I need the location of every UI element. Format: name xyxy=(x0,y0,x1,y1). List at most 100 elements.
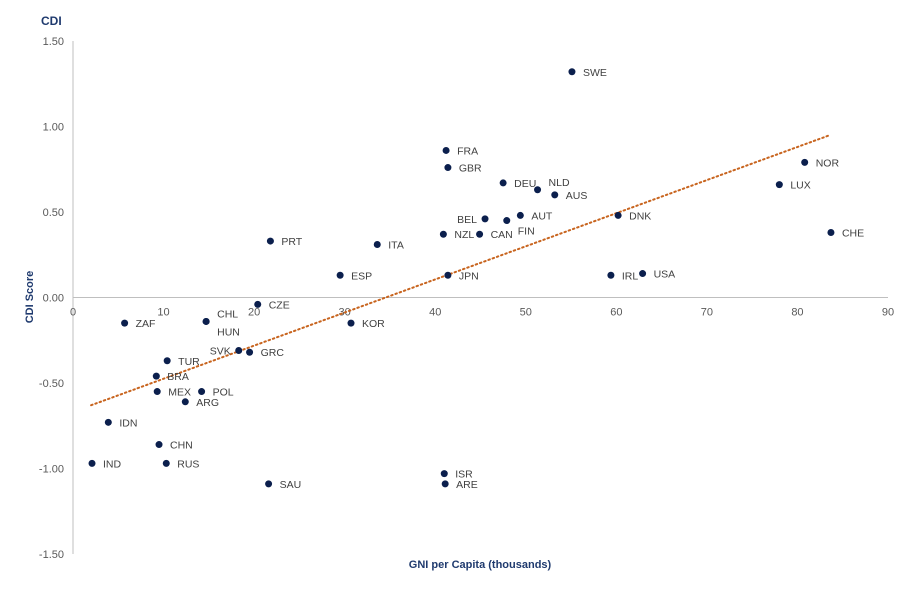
point-label: POL xyxy=(213,387,234,399)
data-point-cze: CZE xyxy=(254,299,290,311)
point-marker xyxy=(444,271,452,279)
point-marker xyxy=(121,319,129,327)
point-label: CZE xyxy=(269,299,290,311)
y-tick-label: 0.00 xyxy=(43,293,64,305)
y-tick-label: 1.50 xyxy=(43,36,64,48)
point-label: SWE xyxy=(583,67,607,79)
point-marker xyxy=(639,270,647,278)
y-tick-label: 1.00 xyxy=(43,122,64,134)
point-marker xyxy=(347,319,355,327)
point-marker xyxy=(181,398,189,406)
point-label: GBR xyxy=(459,163,482,175)
point-marker xyxy=(442,146,450,154)
x-tick-label: 50 xyxy=(520,307,532,319)
point-label: CHN xyxy=(170,440,193,452)
data-point-bra: BRA xyxy=(152,371,189,383)
point-label: NLD xyxy=(549,177,570,189)
point-marker xyxy=(439,230,447,238)
point-label: HUN xyxy=(217,326,240,338)
point-marker xyxy=(336,271,344,279)
point-label: AUT xyxy=(531,210,553,222)
data-point-usa: USA xyxy=(639,269,675,281)
point-marker xyxy=(163,357,171,365)
data-point-bel: BEL xyxy=(457,214,489,226)
data-point-ita: ITA xyxy=(373,239,404,251)
point-marker xyxy=(152,372,160,380)
point-label: TUR xyxy=(178,356,200,368)
point-marker xyxy=(202,317,210,325)
point-marker xyxy=(503,217,511,225)
point-marker xyxy=(440,470,448,478)
data-point-ind: IND xyxy=(88,458,122,470)
x-axis-label: GNI per Capita (thousands) xyxy=(409,559,552,571)
data-point-jpn: JPN xyxy=(444,270,479,282)
point-label: LUX xyxy=(790,180,810,192)
point-label: RUS xyxy=(177,458,199,470)
data-point-hun: HUN xyxy=(202,317,240,338)
data-point-chn: CHN xyxy=(155,440,193,452)
point-label: DEU xyxy=(514,178,536,190)
point-label: NOR xyxy=(816,157,840,169)
data-point-gbr: GBR xyxy=(444,163,482,175)
data-point-che: CHE xyxy=(827,228,864,240)
chart-title: CDI xyxy=(41,14,62,28)
point-label: DNK xyxy=(629,210,651,222)
point-marker xyxy=(516,211,524,219)
point-label: ITA xyxy=(388,239,404,251)
y-tick-label: -0.50 xyxy=(39,378,64,390)
point-label: ARE xyxy=(456,479,478,491)
data-point-tur: TUR xyxy=(163,356,200,368)
point-marker xyxy=(568,68,576,76)
point-label: FIN xyxy=(518,226,535,238)
point-label: IND xyxy=(103,458,122,470)
point-marker xyxy=(775,181,783,189)
point-marker xyxy=(88,459,96,467)
point-marker xyxy=(155,441,163,449)
point-marker xyxy=(254,300,262,308)
data-point-arg: ARG xyxy=(181,397,219,409)
y-tick-label: 0.50 xyxy=(43,207,64,219)
data-point-rus: RUS xyxy=(162,458,199,470)
point-marker xyxy=(476,230,484,238)
data-point-grc: GRC xyxy=(246,347,284,359)
data-point-fra: FRA xyxy=(442,145,478,157)
point-marker xyxy=(162,459,170,467)
point-marker xyxy=(198,388,206,396)
point-marker xyxy=(481,215,489,223)
point-marker xyxy=(246,348,254,356)
trendline xyxy=(90,134,832,407)
point-label: PRT xyxy=(281,236,302,248)
x-tick-label: 80 xyxy=(791,307,803,319)
point-label: NZL xyxy=(454,229,474,241)
data-point-irl: IRL xyxy=(607,270,638,282)
point-label: AUS xyxy=(566,190,588,202)
point-label: SAU xyxy=(280,479,302,491)
x-tick-label: 60 xyxy=(610,307,622,319)
data-point-kor: KOR xyxy=(347,318,385,330)
point-marker xyxy=(153,388,161,396)
point-marker xyxy=(235,347,243,355)
point-marker xyxy=(373,240,381,248)
point-label: ARG xyxy=(196,397,219,409)
data-point-fin: FIN xyxy=(503,217,535,238)
point-label: ESP xyxy=(351,270,372,282)
point-marker xyxy=(534,186,542,194)
x-tick-label: 10 xyxy=(157,307,169,319)
data-point-prt: PRT xyxy=(266,236,303,248)
data-point-isr: ISR xyxy=(440,469,473,481)
point-marker xyxy=(614,211,622,219)
point-label: FRA xyxy=(457,145,478,157)
data-point-zaf: ZAF xyxy=(121,318,155,330)
point-marker xyxy=(104,418,112,426)
point-label: ZAF xyxy=(136,318,156,330)
point-marker xyxy=(827,229,835,237)
point-label: SVK xyxy=(210,346,231,358)
point-label: JPN xyxy=(459,270,479,282)
point-marker xyxy=(265,480,273,488)
point-label: ISR xyxy=(455,469,473,481)
point-marker xyxy=(551,191,559,199)
data-point-nld: NLD xyxy=(534,177,570,194)
data-point-can: CAN xyxy=(476,229,513,241)
data-point-are: ARE xyxy=(441,479,478,491)
